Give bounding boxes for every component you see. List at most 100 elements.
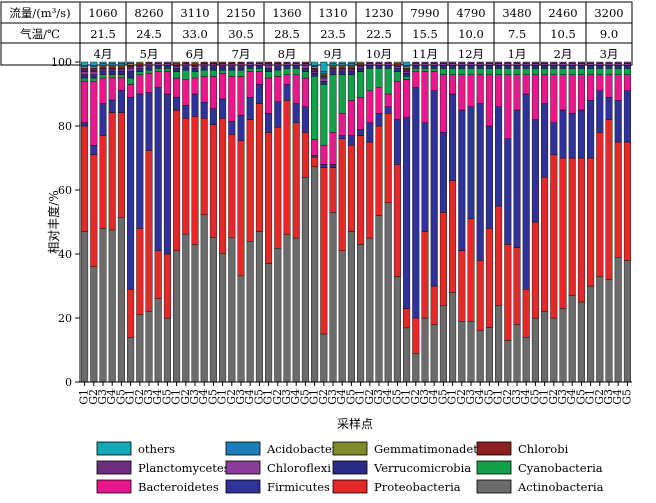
bar-segment-bacteroidetes: [255, 71, 263, 85]
bar-segment-planctomycetes: [375, 61, 383, 64]
bar-segment-chloroflexi: [283, 63, 291, 66]
bar-segment-chloroflexi: [596, 63, 604, 66]
sample-bar: [614, 61, 622, 383]
sample-bar: [412, 61, 420, 383]
bar-segment-chloroflexi: [329, 69, 337, 72]
bar-segment-proteobacteria: [347, 144, 355, 232]
bar-segment-planctomycetes: [531, 61, 539, 64]
legend-swatch: [96, 460, 132, 475]
bar-segment-chloroflexi: [311, 71, 319, 74]
bar-segment-acidobacteria: [329, 63, 337, 66]
bar-segment-chloroflexi: [127, 68, 135, 72]
bar-segment-actinobacteria: [246, 240, 254, 383]
bar-segment-verrucomicrobia: [467, 64, 475, 69]
bar-segment-planctomycetes: [559, 61, 567, 64]
bar-segment-bacteroidetes: [283, 74, 291, 85]
bar-segment-chlorobi: [219, 61, 227, 64]
bar-segment-bacteroidetes: [559, 74, 567, 111]
bar-segment-actinobacteria: [430, 324, 438, 383]
bar-segment-bacteroidetes: [81, 80, 89, 123]
bar-segment-bacteroidetes: [357, 96, 365, 130]
bar-segment-firmicutes: [265, 112, 273, 133]
bar-segment-acidobacteria: [81, 64, 89, 67]
bar-segment-actinobacteria: [182, 233, 190, 383]
sample-bar: [311, 61, 319, 383]
x-tick-label: G1: [170, 389, 183, 405]
bar-segment-bacteroidetes: [182, 79, 190, 106]
legend-item: others: [96, 441, 175, 456]
sample-bar: [99, 61, 107, 383]
bar-segment-planctomycetes: [173, 64, 181, 67]
x-tick-label: G2: [593, 389, 606, 405]
bar-segment-planctomycetes: [412, 61, 420, 64]
x-tick-label: G3: [464, 389, 477, 405]
bar-segment-chlorobi: [311, 68, 319, 71]
bar-segment-bacteroidetes: [320, 144, 328, 165]
bar-segment-chlorobi: [329, 66, 337, 69]
legend-swatch: [332, 479, 368, 494]
bar-segment-cyanobacteria: [163, 68, 171, 72]
x-tick-label: G5: [436, 389, 449, 405]
bar-segment-verrucomicrobia: [522, 64, 530, 69]
bar-segment-cyanobacteria: [568, 68, 576, 76]
legend-item: Firmicutes: [225, 479, 330, 494]
bar-segment-cyanobacteria: [495, 68, 503, 76]
sample-bar: [117, 61, 125, 383]
bar-segment-verrucomicrobia: [209, 66, 217, 71]
bar-segment-bacteroidetes: [90, 80, 98, 146]
x-tick-label: G4: [289, 389, 302, 405]
bar-segment-actinobacteria: [228, 237, 236, 383]
bar-segment-chloroflexi: [228, 65, 236, 68]
bar-segment-planctomycetes: [301, 63, 309, 66]
legend-item: Verrucomicrobia: [332, 460, 471, 475]
bar-segment-chloroflexi: [577, 63, 585, 66]
bar-segment-cyanobacteria: [329, 74, 337, 133]
x-tick-label: G3: [510, 389, 523, 405]
bar-segment-planctomycetes: [513, 61, 521, 64]
legend-item: Chlorobi: [476, 441, 569, 456]
bar-segment-actinobacteria: [200, 214, 208, 383]
bar-segment-gemmatimonadetes: [393, 61, 401, 64]
bar-segment-bacteroidetes: [393, 80, 401, 120]
bar-segment-bacteroidetes: [108, 77, 116, 101]
bar-segment-gemmatimonadetes: [108, 64, 116, 67]
bar-segment-bacteroidetes: [246, 71, 254, 98]
bar-segment-firmicutes: [154, 87, 162, 251]
x-tick-label: G5: [206, 389, 219, 405]
bar-segment-cyanobacteria: [311, 76, 319, 140]
bar-segment-others: [338, 61, 346, 64]
legend-label: Verrucomicrobia: [373, 461, 471, 475]
bar-segment-verrucomicrobia: [375, 64, 383, 69]
bar-segment-planctomycetes: [623, 61, 631, 64]
x-tick-label: G2: [179, 389, 192, 405]
bar-segment-proteobacteria: [467, 218, 475, 322]
bar-segment-chloroflexi: [154, 63, 162, 66]
bar-segment-bacteroidetes: [513, 74, 521, 111]
bar-segment-chloroflexi: [182, 65, 190, 68]
bar-segment-firmicutes: [550, 122, 558, 156]
bar-segment-proteobacteria: [393, 164, 401, 277]
x-tick-label: G5: [390, 389, 403, 405]
bar-segment-planctomycetes: [504, 61, 512, 64]
bar-segment-actinobacteria: [209, 237, 217, 383]
bar-segment-gemmatimonadetes: [338, 64, 346, 67]
bar-segment-chloroflexi: [513, 63, 521, 66]
bar-segment-verrucomicrobia: [191, 68, 199, 72]
sample-bar: [485, 61, 493, 383]
bar-segment-actinobacteria: [338, 250, 346, 383]
temp-value: 7.5: [508, 27, 526, 41]
bar-segment-firmicutes: [338, 135, 346, 140]
bar-segment-gemmatimonadetes: [127, 63, 135, 66]
bar-segment-actinobacteria: [541, 311, 549, 383]
bar-segment-proteobacteria: [154, 250, 162, 300]
bar-segment-verrucomicrobia: [541, 64, 549, 69]
x-tick-label: G2: [87, 389, 100, 405]
x-tick-label: G4: [381, 389, 394, 405]
legend-item: Planctomycetes: [96, 460, 230, 475]
bar-segment-chloroflexi: [384, 63, 392, 66]
bar-segment-chloroflexi: [458, 63, 466, 66]
bar-segment-chlorobi: [81, 68, 89, 71]
month-label: 5月: [140, 47, 159, 61]
bar-segment-actinobacteria: [550, 317, 558, 383]
sample-bar: [191, 61, 199, 383]
